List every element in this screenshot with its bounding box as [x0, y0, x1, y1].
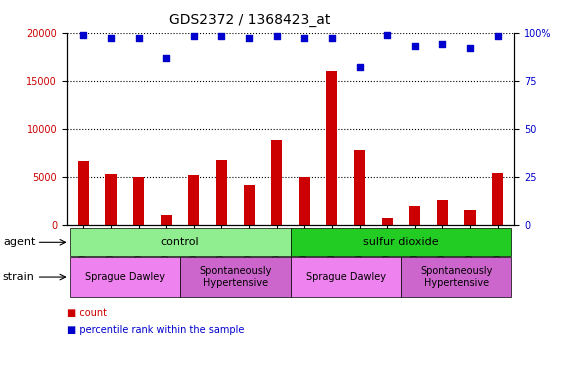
- Point: [327, 35, 336, 41]
- Bar: [106, 174, 117, 225]
- Point: [106, 35, 116, 41]
- Text: sulfur dioxide: sulfur dioxide: [363, 237, 439, 247]
- Bar: [133, 177, 144, 225]
- Text: agent: agent: [3, 237, 35, 247]
- Text: strain: strain: [3, 272, 35, 282]
- Point: [355, 64, 364, 70]
- Bar: [327, 71, 338, 225]
- Point: [465, 45, 475, 51]
- Bar: [216, 161, 227, 225]
- Text: ■ count: ■ count: [67, 308, 107, 318]
- Point: [382, 31, 392, 38]
- Point: [493, 33, 502, 40]
- Bar: [382, 218, 393, 225]
- Point: [134, 35, 144, 41]
- Point: [79, 31, 88, 38]
- Point: [437, 41, 447, 47]
- Point: [300, 35, 309, 41]
- Text: ■ percentile rank within the sample: ■ percentile rank within the sample: [67, 325, 244, 335]
- Point: [189, 33, 199, 40]
- Bar: [271, 140, 282, 225]
- Bar: [437, 200, 448, 225]
- Text: Sprague Dawley: Sprague Dawley: [306, 272, 386, 282]
- Text: GDS2372 / 1368423_at: GDS2372 / 1368423_at: [169, 13, 331, 27]
- Bar: [188, 175, 199, 225]
- Bar: [492, 173, 503, 225]
- Text: control: control: [161, 237, 199, 247]
- Text: Sprague Dawley: Sprague Dawley: [85, 272, 165, 282]
- Point: [217, 33, 226, 40]
- Bar: [409, 207, 420, 225]
- Point: [410, 43, 419, 49]
- Bar: [299, 177, 310, 225]
- Point: [272, 33, 281, 40]
- Bar: [354, 150, 365, 225]
- Text: Spontaneously
Hypertensive: Spontaneously Hypertensive: [420, 266, 492, 288]
- Text: Spontaneously
Hypertensive: Spontaneously Hypertensive: [199, 266, 271, 288]
- Bar: [243, 185, 254, 225]
- Point: [245, 35, 254, 41]
- Bar: [78, 161, 89, 225]
- Point: [162, 55, 171, 61]
- Bar: [161, 215, 172, 225]
- Bar: [464, 210, 475, 225]
